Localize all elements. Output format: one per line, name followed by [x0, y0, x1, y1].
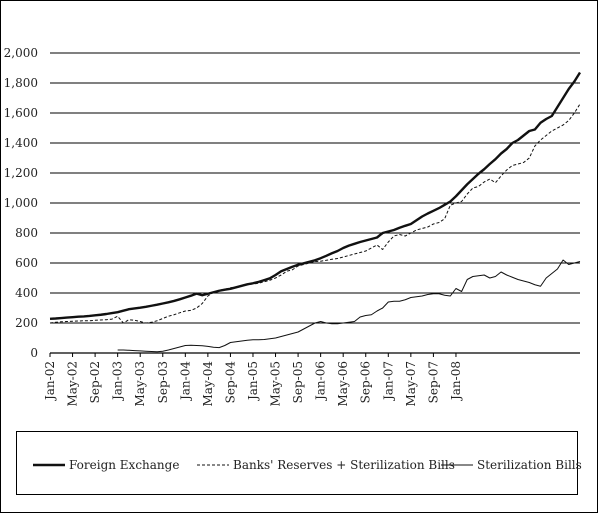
x-tick-label: Sep-04 [223, 361, 237, 404]
x-tick-label: Jan-03 [111, 361, 125, 402]
legend-item-foreign-exchange: Foreign Exchange [33, 458, 179, 472]
y-tick-label: 0 [30, 346, 38, 360]
y-tick-label: 1,400 [4, 136, 38, 150]
x-tick-label: May-05 [269, 361, 283, 407]
y-tick-label: 1,800 [4, 76, 38, 90]
y-tick-label: 600 [15, 256, 38, 270]
x-tick-labels: Jan-02 May-02 Sep-02 Jan-03 May-03 Sep-03 Jan-… [43, 353, 463, 407]
y-tick-label: 400 [15, 286, 38, 300]
x-tick-label: Jan-06 [314, 361, 328, 402]
y-tick-label: 200 [15, 316, 38, 330]
y-tick-label: 1,200 [4, 166, 38, 180]
x-tick-label: Sep-03 [156, 361, 170, 403]
x-tick-label: Jan-07 [381, 361, 395, 402]
legend-swatch-dashed [197, 464, 229, 466]
series-line-2 [49, 103, 581, 324]
x-tick-label: Jan-04 [178, 361, 192, 402]
x-tick-label: May-07 [404, 361, 418, 407]
gridlines [50, 52, 580, 354]
series-line-1 [49, 71, 582, 320]
series-line-3 [117, 259, 581, 353]
x-tick-label: May-06 [336, 361, 350, 407]
plot-area: 0 200 400 600 800 1,000 1,200 1,400 1,600 1,800 2,… [4, 46, 582, 407]
x-tick-label: May-02 [66, 361, 80, 407]
legend-swatch-solid-thick [33, 463, 65, 467]
y-tick-label: 1,000 [4, 196, 38, 210]
y-tick-labels: 0 200 400 600 800 1,000 1,200 1,400 1,600 1,800 2,… [4, 46, 38, 360]
legend-label: Foreign Exchange [69, 458, 180, 472]
x-tick-label: May-03 [133, 361, 147, 407]
x-tick-label: Sep-05 [291, 361, 305, 403]
x-tick-label: May-04 [201, 361, 215, 407]
y-tick-label: 800 [15, 226, 38, 240]
legend-item-banks-reserves: Banks' Reserves + Sterilization Bills [197, 458, 455, 472]
x-tick-label: Jan-08 [449, 361, 463, 402]
legend-label: Sterilization Bills [477, 458, 582, 472]
x-tick-label: Sep-07 [426, 361, 440, 403]
y-tick-label: 2,000 [4, 46, 38, 60]
series-lines [49, 71, 582, 353]
x-tick-label: Sep-02 [88, 361, 102, 403]
y-tick-label: 1,600 [4, 106, 38, 120]
legend: Foreign Exchange Banks' Reserves + Steri… [16, 431, 582, 495]
x-tick-label: Sep-06 [359, 361, 373, 403]
legend-item-sterilization-bills: Sterilization Bills [441, 458, 582, 472]
legend-swatch-solid-thin [441, 464, 473, 466]
x-tick-label: Jan-05 [246, 361, 260, 402]
x-tick-label: Jan-02 [43, 361, 57, 402]
legend-label: Banks' Reserves + Sterilization Bills [233, 458, 455, 472]
